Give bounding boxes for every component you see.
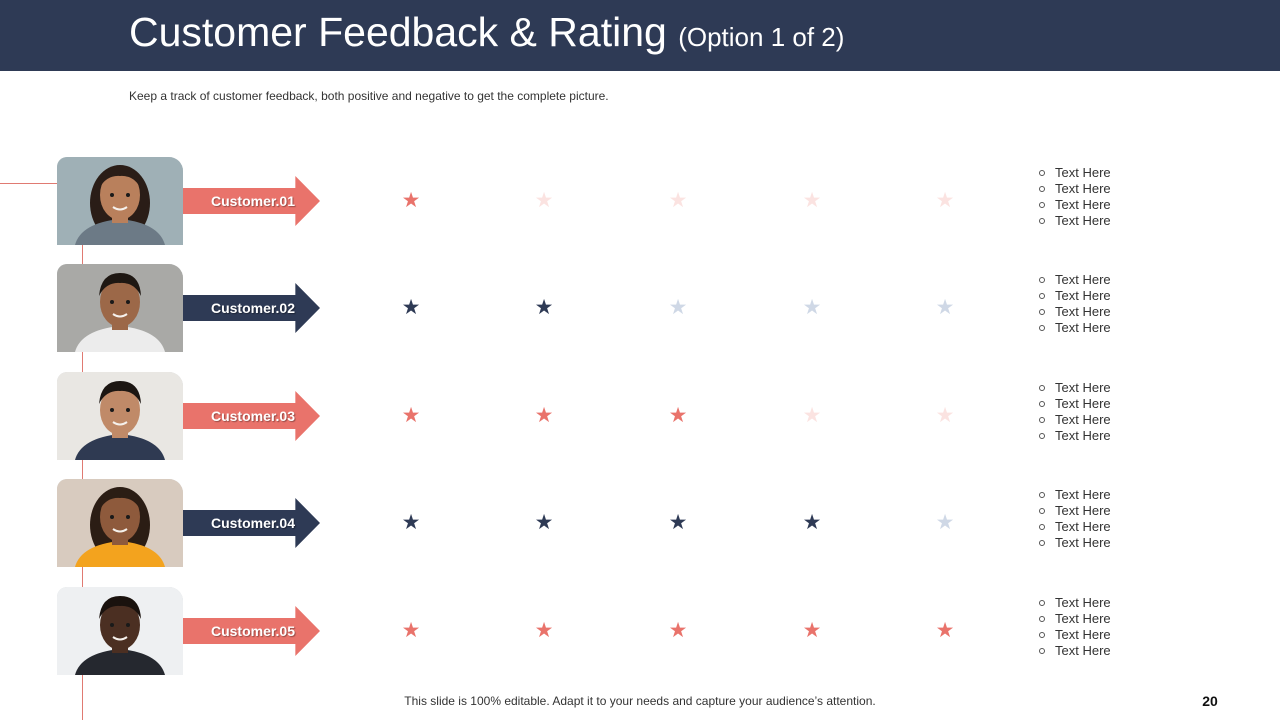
star-icon: ★ [668,511,688,534]
star-icon: ★ [534,619,554,642]
star-icon: ★ [935,404,955,427]
slide-title-text: Customer Feedback & Rating [129,9,667,55]
star-icon: ★ [401,511,421,534]
feedback-note: Text Here [1037,165,1111,181]
feedback-note: Text Here [1037,288,1111,304]
feedback-note: Text Here [1037,396,1111,412]
star-icon: ★ [534,189,554,212]
customer-arrow: Customer.03 [183,391,320,441]
customer-photo-1 [57,157,183,245]
customer-photo-4 [57,479,183,567]
feedback-note: Text Here [1037,519,1111,535]
customer-label: Customer.02 [210,300,296,316]
star-icon: ★ [534,404,554,427]
feedback-note: Text Here [1037,535,1111,551]
star-icon: ★ [935,296,955,319]
star-icon: ★ [668,189,688,212]
feedback-note: Text Here [1037,503,1111,519]
feedback-notes: Text Here Text Here Text Here Text Here [1037,487,1111,551]
slide-title-option: (Option 1 of 2) [678,22,845,52]
feedback-note: Text Here [1037,643,1111,659]
customer-photo-3 [57,372,183,460]
customer-row-4: Customer.04 ★ ★ ★ ★ ★ Text Here Text Here Text… [0,479,1280,567]
star-icon: ★ [935,511,955,534]
star-icon: ★ [802,404,822,427]
feedback-note: Text Here [1037,412,1111,428]
star-icon: ★ [401,619,421,642]
page-number: 20 [1202,693,1218,709]
portrait-image [57,157,183,245]
feedback-note: Text Here [1037,428,1111,444]
feedback-notes: Text Here Text Here Text Here Text Here [1037,595,1111,659]
feedback-note: Text Here [1037,213,1111,229]
feedback-note: Text Here [1037,197,1111,213]
feedback-note: Text Here [1037,595,1111,611]
star-icon: ★ [534,296,554,319]
portrait-image [57,372,183,460]
feedback-note: Text Here [1037,611,1111,627]
star-icon: ★ [935,189,955,212]
customer-arrow: Customer.05 [183,606,320,656]
feedback-note: Text Here [1037,487,1111,503]
star-icon: ★ [802,511,822,534]
customer-row-2: Customer.02 ★ ★ ★ ★ ★ Text Here Text Here Text… [0,264,1280,352]
title-bar: Customer Feedback & Rating (Option 1 of … [0,0,1280,71]
portrait-image [57,587,183,675]
star-icon: ★ [802,619,822,642]
customer-row-1: Customer.01 ★ ★ ★ ★ ★ Text Here Text Here Text… [0,157,1280,245]
customer-arrow: Customer.01 [183,176,320,226]
customer-row-3: Customer.03 ★ ★ ★ ★ ★ Text Here Text Here Text… [0,372,1280,460]
customer-label: Customer.05 [210,623,296,639]
feedback-note: Text Here [1037,380,1111,396]
feedback-note: Text Here [1037,627,1111,643]
star-icon: ★ [802,296,822,319]
customer-label: Customer.04 [210,515,296,531]
feedback-notes: Text Here Text Here Text Here Text Here [1037,380,1111,444]
portrait-image [57,479,183,567]
star-icon: ★ [534,511,554,534]
star-icon: ★ [401,296,421,319]
feedback-note: Text Here [1037,272,1111,288]
customer-row-5: Customer.05 ★ ★ ★ ★ ★ Text Here Text Here Text… [0,587,1280,675]
feedback-note: Text Here [1037,181,1111,197]
customer-label: Customer.03 [210,408,296,424]
footer-note: This slide is 100% editable. Adapt it to… [404,694,876,708]
customer-arrow: Customer.02 [183,283,320,333]
feedback-notes: Text Here Text Here Text Here Text Here [1037,165,1111,229]
star-icon: ★ [668,296,688,319]
star-icon: ★ [401,189,421,212]
feedback-note: Text Here [1037,320,1111,336]
portrait-image [57,264,183,352]
customer-label: Customer.01 [210,193,296,209]
star-icon: ★ [668,619,688,642]
star-icon: ★ [802,189,822,212]
star-icon: ★ [668,404,688,427]
feedback-note: Text Here [1037,304,1111,320]
star-icon: ★ [401,404,421,427]
customer-arrow: Customer.04 [183,498,320,548]
slide-title: Customer Feedback & Rating (Option 1 of … [129,8,844,61]
star-icon: ★ [935,619,955,642]
timeline-horizontal-line [0,183,58,184]
customer-photo-2 [57,264,183,352]
slide-subtitle: Keep a track of customer feedback, both … [129,89,609,103]
customer-photo-5 [57,587,183,675]
feedback-notes: Text Here Text Here Text Here Text Here [1037,272,1111,336]
